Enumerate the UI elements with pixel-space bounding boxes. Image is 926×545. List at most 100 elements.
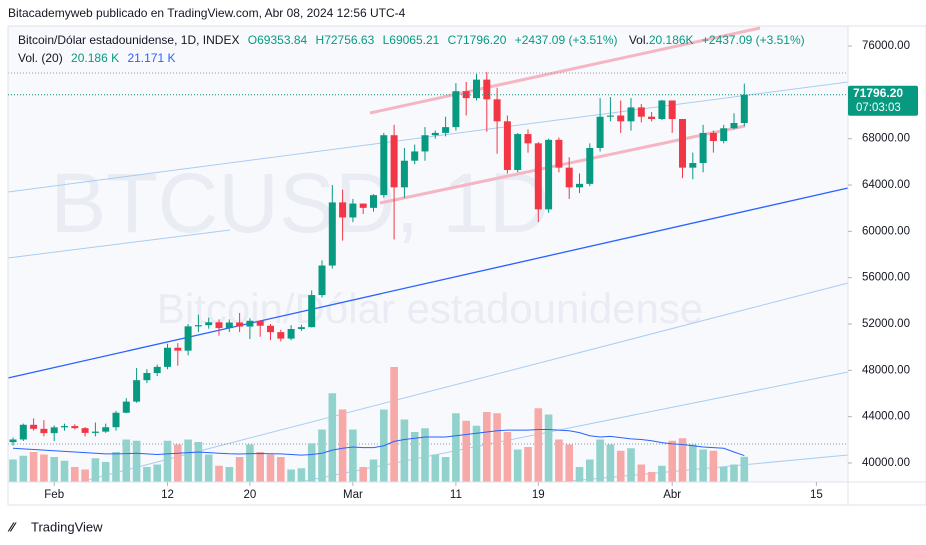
volume-bar: [647, 472, 656, 482]
candle-body: [400, 160, 408, 188]
candle-body: [390, 135, 398, 188]
volume-bar: [225, 467, 234, 482]
volume-bar: [524, 447, 532, 482]
volume-bar: [318, 429, 326, 482]
volume-bar: [40, 454, 48, 482]
volume-bar: [410, 432, 419, 482]
candle-body: [473, 79, 480, 99]
volume-bar: [534, 408, 543, 482]
candle-body: [699, 132, 707, 164]
volume-value: 20.186 K: [71, 51, 119, 65]
volume-bar: [204, 454, 213, 482]
candle-body: [174, 347, 182, 351]
volume-bar: [184, 439, 192, 482]
volume-bar: [153, 464, 161, 482]
x-tick-label: Mar: [343, 489, 363, 501]
legend-low: L69065.21: [383, 33, 440, 47]
volume-bar: [215, 465, 223, 482]
candle-body: [153, 366, 161, 374]
candle-body: [164, 347, 171, 367]
y-tick-label: 56000.00: [862, 272, 910, 284]
y-tick-label: 40000.00: [862, 457, 910, 469]
x-tick-label: 15: [810, 489, 823, 501]
volume-bar: [91, 458, 100, 482]
candle-body: [606, 115, 614, 117]
candle-body: [637, 107, 645, 117]
volume-bar: [338, 409, 347, 482]
candle-body: [503, 121, 511, 170]
volume-bar: [328, 393, 337, 482]
volume-bar: [637, 464, 646, 482]
volume-bar: [81, 469, 89, 482]
candle-body: [565, 167, 573, 188]
y-tick-label: 76000.00: [862, 40, 910, 52]
volume-bar: [163, 440, 172, 482]
volume-ma-value: 21.171 K: [127, 51, 175, 65]
volume-bar: [472, 425, 481, 482]
candle-body: [720, 128, 728, 142]
candle-body: [514, 134, 522, 170]
volume-bar: [349, 429, 357, 482]
candle-body: [19, 424, 27, 440]
candle-body: [627, 107, 635, 122]
candle-body: [421, 135, 429, 152]
legend-line: Bitcoin/Dólar estadounidense, 1D, INDEX …: [18, 33, 805, 47]
volume-bar: [132, 440, 141, 482]
volume-bar: [575, 467, 584, 482]
volume-bar: [606, 444, 615, 482]
candle-body: [61, 426, 68, 428]
x-tick-label: 12: [161, 489, 174, 501]
volume-bar: [730, 464, 738, 482]
legend-volume-change: +2437.09 (+3.51%): [702, 33, 805, 47]
volume-bar: [689, 444, 697, 482]
volume-bar: [122, 439, 131, 482]
volume-bar: [565, 444, 573, 482]
candle-body: [411, 151, 419, 161]
volume-bar: [60, 460, 69, 482]
volume-bar: [369, 459, 378, 482]
candle-body: [658, 100, 666, 120]
volume-bar: [277, 457, 285, 482]
candle-body: [339, 202, 347, 218]
candle-body: [648, 116, 656, 120]
candle-layer: [9, 72, 748, 446]
volume-bar: [287, 469, 295, 482]
candle-body: [709, 132, 717, 142]
candle-body: [524, 134, 532, 144]
candle-body: [122, 401, 130, 413]
volume-bar: [513, 449, 522, 482]
watermark-ticker: BTCUSD, 1D: [50, 156, 549, 250]
candle-body: [318, 265, 326, 296]
channel-line: [7, 229, 231, 259]
candle-body: [730, 123, 738, 129]
candle-body: [287, 328, 295, 339]
candle-body: [359, 203, 367, 208]
volume-bar: [678, 438, 687, 482]
volume-layer: [9, 367, 749, 482]
last-price-label: 71796.20: [853, 86, 903, 100]
volume-bar: [493, 413, 501, 482]
y-tick-label: 44000.00: [862, 411, 910, 423]
volume-bar: [194, 442, 203, 482]
volume-ma-label: Vol. (20): [18, 51, 63, 65]
x-tick-label: Feb: [44, 489, 64, 501]
candle-body: [689, 163, 697, 168]
candle-body: [71, 426, 79, 429]
brand-logo: ⁄⁄: [7, 519, 17, 534]
volume-bar: [9, 459, 17, 482]
candle-body: [184, 326, 192, 351]
candle-body: [596, 116, 604, 148]
candle-body: [297, 327, 305, 329]
legend-open: O69353.84: [248, 33, 308, 47]
volume-ma-line: [12, 429, 745, 457]
candle-body: [380, 135, 388, 196]
volume-bar: [307, 443, 316, 482]
volume-bar: [740, 456, 749, 482]
legend-high: H72756.63: [316, 33, 375, 47]
candle-body: [112, 412, 120, 428]
candle-body: [194, 325, 202, 327]
volume-bar: [616, 450, 625, 482]
volume-bar: [359, 467, 367, 482]
candle-body: [205, 322, 213, 326]
